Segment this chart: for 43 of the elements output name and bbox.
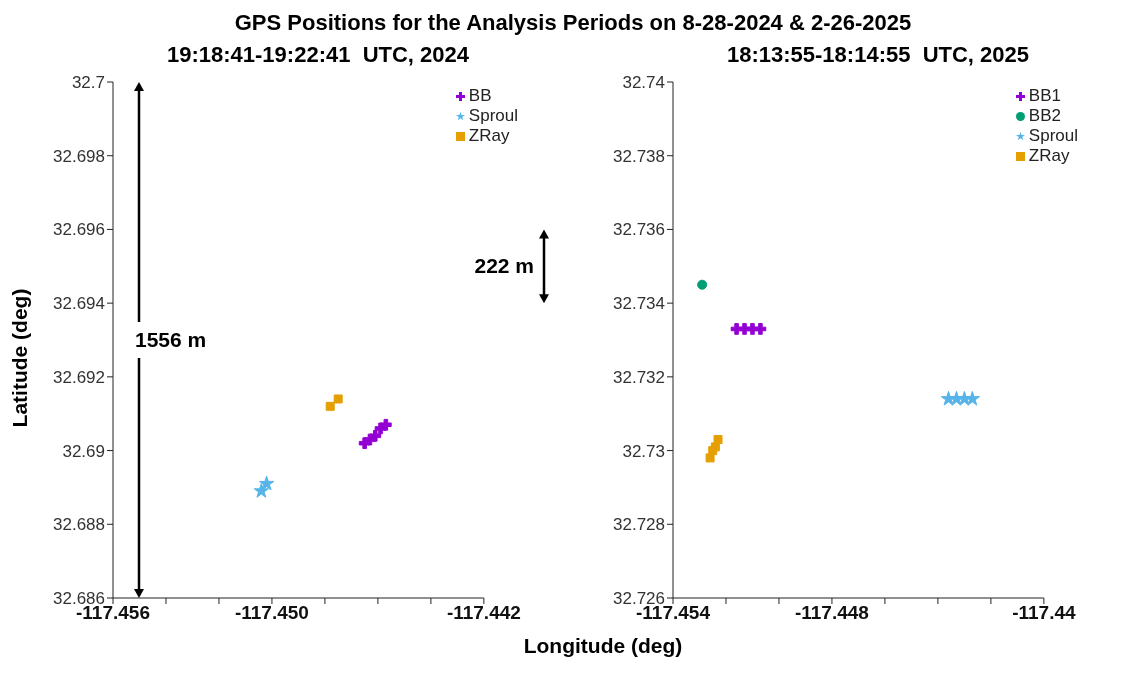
point (369, 429, 382, 442)
annotation: 222 m (474, 254, 534, 278)
y-tick-label: 32.692 (53, 367, 105, 387)
y-tick-label: 32.736 (613, 220, 665, 240)
y-tick-label: 32.728 (613, 515, 665, 535)
point (333, 394, 343, 404)
legend-label: Sproul (468, 106, 518, 125)
point (697, 279, 708, 290)
point (713, 435, 723, 445)
x-tick-label: -117.450 (234, 602, 309, 624)
point (705, 453, 715, 463)
y-tick-label: 32.696 (53, 220, 105, 240)
point (379, 418, 392, 431)
legend-label: Sproul (1028, 126, 1078, 145)
x-tick-label: -117.44 (1012, 602, 1076, 624)
y-tick-label: 32.73 (622, 441, 665, 461)
y-axis-title: Latitude (deg) (8, 288, 32, 428)
point (325, 401, 335, 411)
x-tick-label: -117.448 (794, 602, 869, 624)
x-tick-label: -117.442 (446, 602, 521, 624)
point (964, 390, 981, 406)
y-tick-label: 32.688 (53, 515, 105, 535)
point (710, 442, 720, 452)
y-tick-label: 32.74 (622, 73, 665, 93)
y-tick-label: 32.69 (62, 441, 105, 461)
y-tick-label: 32.732 (613, 367, 665, 387)
legend-label: ZRay (468, 126, 510, 145)
y-tick-label: 32.738 (613, 146, 665, 166)
point (258, 475, 275, 491)
legend-label: BB2 (1028, 106, 1061, 125)
point (754, 323, 767, 335)
legend-label: BB1 (1028, 86, 1061, 105)
annotation: 1556 m (135, 328, 207, 351)
legend-label: ZRay (1028, 146, 1070, 165)
legend-label: BB (468, 86, 492, 105)
y-tick-label: 32.734 (613, 294, 665, 314)
y-tick-label: 32.694 (53, 294, 105, 314)
y-tick-label: 32.698 (53, 146, 105, 166)
x-axis-title: Longitude (deg) (522, 634, 684, 658)
chart-subtitle: 19:18:41-19:22:41 UTC, 2024 (165, 42, 471, 69)
y-tick-label: 32.7 (71, 73, 105, 93)
text: GPS Positions for the Analysis Periods on 8-28-2024 & 2-26-2025 (233, 9, 913, 37)
chart-subtitle: 18:13:55-18:14:55 UTC, 2025 (725, 42, 1031, 69)
